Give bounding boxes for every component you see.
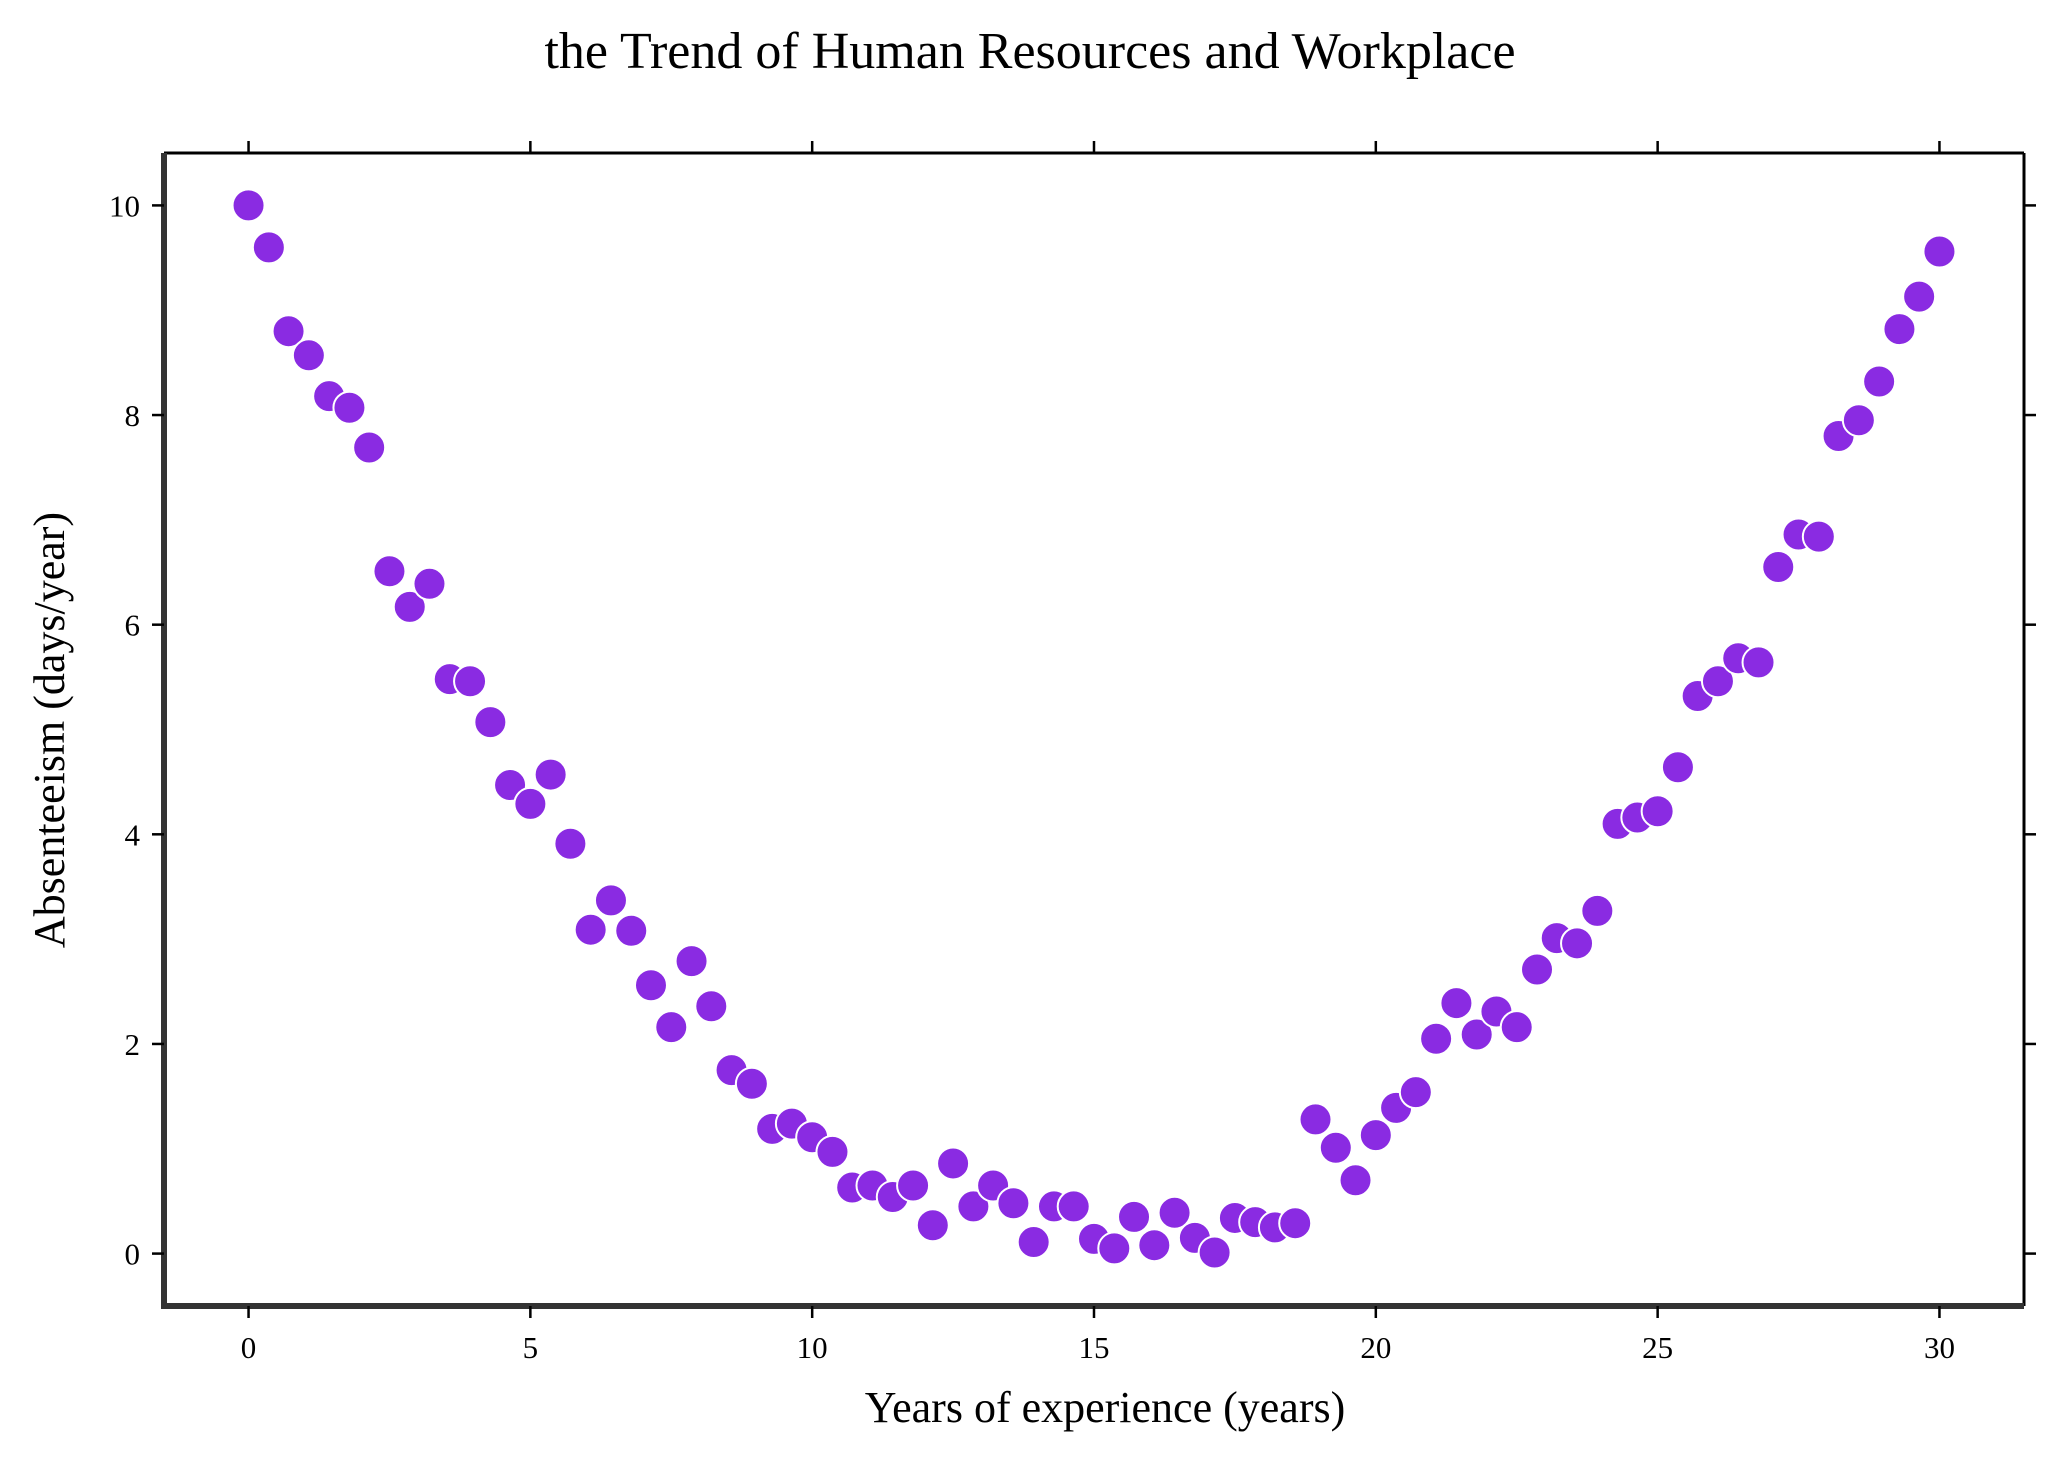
data-point (372, 554, 407, 589)
data-point (1922, 234, 1957, 269)
data-points (231, 188, 1957, 1270)
data-point (1459, 1017, 1494, 1052)
data-point (1137, 1228, 1172, 1263)
data-point (251, 230, 286, 265)
data-point (1761, 550, 1796, 585)
data-point (936, 1146, 971, 1181)
x-tick-label: 20 (1360, 1330, 1391, 1365)
chart-title: the Trend of Human Resources and Workpla… (544, 23, 1515, 80)
data-point (533, 757, 568, 792)
data-point (915, 1208, 950, 1243)
data-point (694, 989, 729, 1024)
data-point (1318, 1130, 1353, 1165)
data-point (453, 664, 488, 699)
data-point (352, 430, 387, 465)
data-point (573, 912, 608, 947)
data-point (1097, 1231, 1132, 1266)
data-point (956, 1189, 991, 1224)
data-point (896, 1168, 931, 1203)
y-axis: 0 2 4 6 8 10 (109, 188, 2036, 1272)
data-point (633, 968, 668, 1003)
y-tick-label: 0 (125, 1237, 141, 1272)
data-point (1278, 1206, 1313, 1241)
data-point (412, 566, 447, 601)
data-point (1056, 1189, 1091, 1224)
data-point (614, 913, 649, 948)
data-point (332, 390, 367, 425)
data-point (1419, 1021, 1454, 1056)
data-point (1358, 1118, 1393, 1153)
y-axis-label: Absenteeism (days/year) (25, 512, 74, 948)
data-point (654, 1010, 689, 1045)
plot-frame (161, 151, 2026, 1309)
y-tick-label: 4 (125, 817, 141, 852)
data-point (1700, 664, 1735, 699)
x-axis-label: Years of experience (years) (865, 1383, 1346, 1432)
data-point (1741, 645, 1776, 680)
data-point (271, 314, 306, 349)
y-tick-label: 2 (125, 1027, 141, 1062)
y-tick-label: 8 (125, 398, 141, 433)
data-point (1157, 1195, 1192, 1230)
x-tick-label: 25 (1642, 1330, 1673, 1365)
data-point (1801, 519, 1836, 554)
data-point (1439, 986, 1474, 1021)
data-point (1580, 893, 1615, 928)
data-point (1882, 312, 1917, 347)
data-point (1640, 794, 1675, 829)
data-point (231, 188, 266, 223)
data-point (734, 1066, 769, 1101)
data-point (996, 1186, 1031, 1221)
data-point (1197, 1235, 1232, 1270)
data-point (392, 589, 427, 624)
data-point (473, 705, 508, 740)
data-point (593, 883, 628, 918)
data-point (1398, 1075, 1433, 1110)
data-point (1660, 750, 1695, 785)
data-point (1862, 364, 1897, 399)
x-tick-label: 15 (1079, 1330, 1110, 1365)
data-point (1560, 926, 1595, 961)
data-point (1520, 952, 1555, 987)
x-tick-label: 5 (523, 1330, 539, 1365)
data-point (674, 944, 709, 979)
data-point (815, 1134, 850, 1169)
x-tick-label: 10 (797, 1330, 828, 1365)
data-point (1902, 279, 1937, 314)
x-tick-label: 0 (241, 1330, 257, 1365)
data-point (513, 786, 548, 821)
data-point (1338, 1163, 1373, 1198)
data-point (1841, 403, 1876, 438)
data-point (291, 338, 326, 373)
y-tick-label: 6 (125, 608, 141, 643)
x-axis: 0 5 10 15 20 25 30 (241, 141, 1955, 1365)
data-point (1117, 1199, 1152, 1234)
data-point (1016, 1225, 1051, 1260)
data-point (1499, 1010, 1534, 1045)
x-tick-label: 30 (1924, 1330, 1955, 1365)
data-point (1298, 1102, 1333, 1137)
data-point (553, 826, 588, 861)
y-tick-label: 10 (109, 188, 140, 223)
